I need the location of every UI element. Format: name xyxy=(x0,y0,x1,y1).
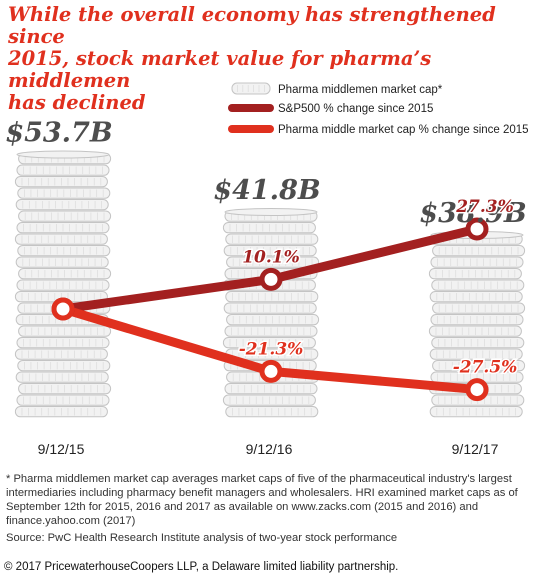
x-tick-label-2: 9/12/16 xyxy=(246,441,293,457)
footnote: * Pharma middlemen market cap averages m… xyxy=(6,472,536,545)
bar-value-label-3: $38.9B xyxy=(419,198,526,229)
series-1-point-3 xyxy=(465,217,489,241)
title-line-3: has declined xyxy=(8,91,146,114)
series-1-point-2 xyxy=(259,267,283,291)
chart-title: While the overall economy has strengthen… xyxy=(8,4,540,114)
legend-label-bars: Pharma middlemen market cap* xyxy=(278,84,443,96)
bar-value-label-2: $41.8B xyxy=(213,175,320,206)
legend-label-1: S&P500 % change since 2015 xyxy=(278,103,433,115)
legend-coin-icon xyxy=(231,82,271,95)
x-tick-label-3: 9/12/17 xyxy=(452,441,499,457)
legend-label-2: Pharma middle market cap % change since … xyxy=(278,124,529,136)
series-2-data-label-2: -21.3% xyxy=(239,339,304,359)
series-2-data-label-3: -27.5% xyxy=(453,358,518,378)
source-text: Source: PwC Health Research Institute an… xyxy=(6,532,398,544)
title-line-1: While the overall economy has strengthen… xyxy=(8,3,496,48)
series-2-point-1 xyxy=(51,297,75,321)
title-line-2: 2015, stock market value for pharma’s mi… xyxy=(8,47,432,92)
series-1-data-label-3: 27.3% xyxy=(455,197,514,217)
copyright: © 2017 PricewaterhouseCoopers LLP, a Del… xyxy=(4,561,399,573)
series-2-point-2 xyxy=(259,359,283,383)
coin-top-2 xyxy=(224,208,318,216)
x-tick-label-1: 9/12/15 xyxy=(38,441,85,457)
footnote-text: * Pharma middlemen market cap averages m… xyxy=(6,473,518,527)
bar-value-label-1: $53.7B xyxy=(5,118,112,149)
coin-stack-2 xyxy=(222,208,320,418)
series-2-point-3 xyxy=(465,378,489,402)
line-series xyxy=(51,217,489,402)
series-1-data-label-2: 10.1% xyxy=(242,247,300,267)
chart-svg: $53.7B $41.8B $38.9B 9/12/15 9/12/16 9/12/17 1… xyxy=(5,82,529,458)
legend: Pharma middlemen market cap* S&P500 % cha… xyxy=(228,82,529,136)
coin-top-1 xyxy=(16,150,110,159)
coin-stack-1 xyxy=(14,150,112,418)
chart-labels: $53.7B $41.8B $38.9B 9/12/15 9/12/16 9/12/17 1… xyxy=(5,118,526,458)
